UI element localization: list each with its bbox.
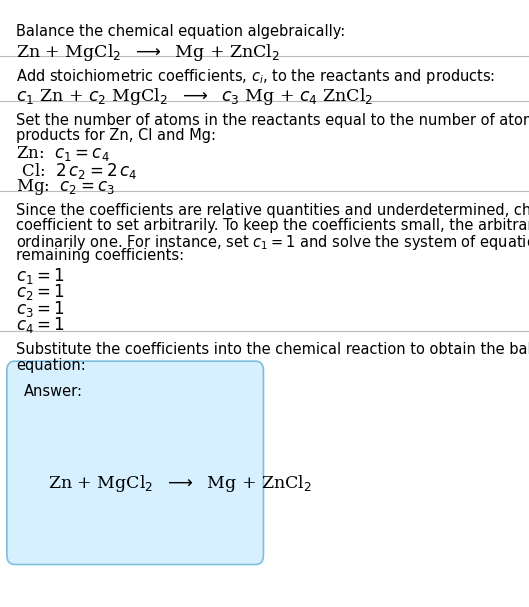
Text: Set the number of atoms in the reactants equal to the number of atoms in the: Set the number of atoms in the reactants… xyxy=(16,113,529,128)
Text: Zn:  $c_1 = c_4$: Zn: $c_1 = c_4$ xyxy=(16,144,110,163)
Text: $c_1 = 1$: $c_1 = 1$ xyxy=(16,266,65,286)
Text: Balance the chemical equation algebraically:: Balance the chemical equation algebraica… xyxy=(16,24,345,39)
Text: products for Zn, Cl and Mg:: products for Zn, Cl and Mg: xyxy=(16,128,216,143)
Text: Zn + MgCl$_2$  $\longrightarrow$  Mg + ZnCl$_2$: Zn + MgCl$_2$ $\longrightarrow$ Mg + ZnC… xyxy=(16,42,280,64)
Text: ordinarily one. For instance, set $c_1 = 1$ and solve the system of equations fo: ordinarily one. For instance, set $c_1 =… xyxy=(16,233,529,252)
Text: remaining coefficients:: remaining coefficients: xyxy=(16,248,184,263)
Text: $c_1$ Zn + $c_2$ MgCl$_2$  $\longrightarrow$  $c_3$ Mg + $c_4$ ZnCl$_2$: $c_1$ Zn + $c_2$ MgCl$_2$ $\longrightarr… xyxy=(16,86,373,107)
Text: $c_4 = 1$: $c_4 = 1$ xyxy=(16,315,65,335)
Text: Substitute the coefficients into the chemical reaction to obtain the balanced: Substitute the coefficients into the che… xyxy=(16,342,529,358)
Text: coefficient to set arbitrarily. To keep the coefficients small, the arbitrary va: coefficient to set arbitrarily. To keep … xyxy=(16,218,529,233)
Text: Add stoichiometric coefficients, $c_i$, to the reactants and products:: Add stoichiometric coefficients, $c_i$, … xyxy=(16,67,495,86)
Text: $c_2 = 1$: $c_2 = 1$ xyxy=(16,282,65,302)
Text: $c_3 = 1$: $c_3 = 1$ xyxy=(16,299,65,319)
Text: Answer:: Answer: xyxy=(24,384,84,399)
Text: Zn + MgCl$_2$  $\longrightarrow$  Mg + ZnCl$_2$: Zn + MgCl$_2$ $\longrightarrow$ Mg + ZnC… xyxy=(48,473,312,495)
Text: Mg:  $c_2 = c_3$: Mg: $c_2 = c_3$ xyxy=(16,177,115,197)
Text: Cl:  $2\,c_2 = 2\,c_4$: Cl: $2\,c_2 = 2\,c_4$ xyxy=(16,161,137,181)
Text: equation:: equation: xyxy=(16,358,86,373)
FancyBboxPatch shape xyxy=(7,361,263,565)
Text: Since the coefficients are relative quantities and underdetermined, choose a: Since the coefficients are relative quan… xyxy=(16,203,529,218)
